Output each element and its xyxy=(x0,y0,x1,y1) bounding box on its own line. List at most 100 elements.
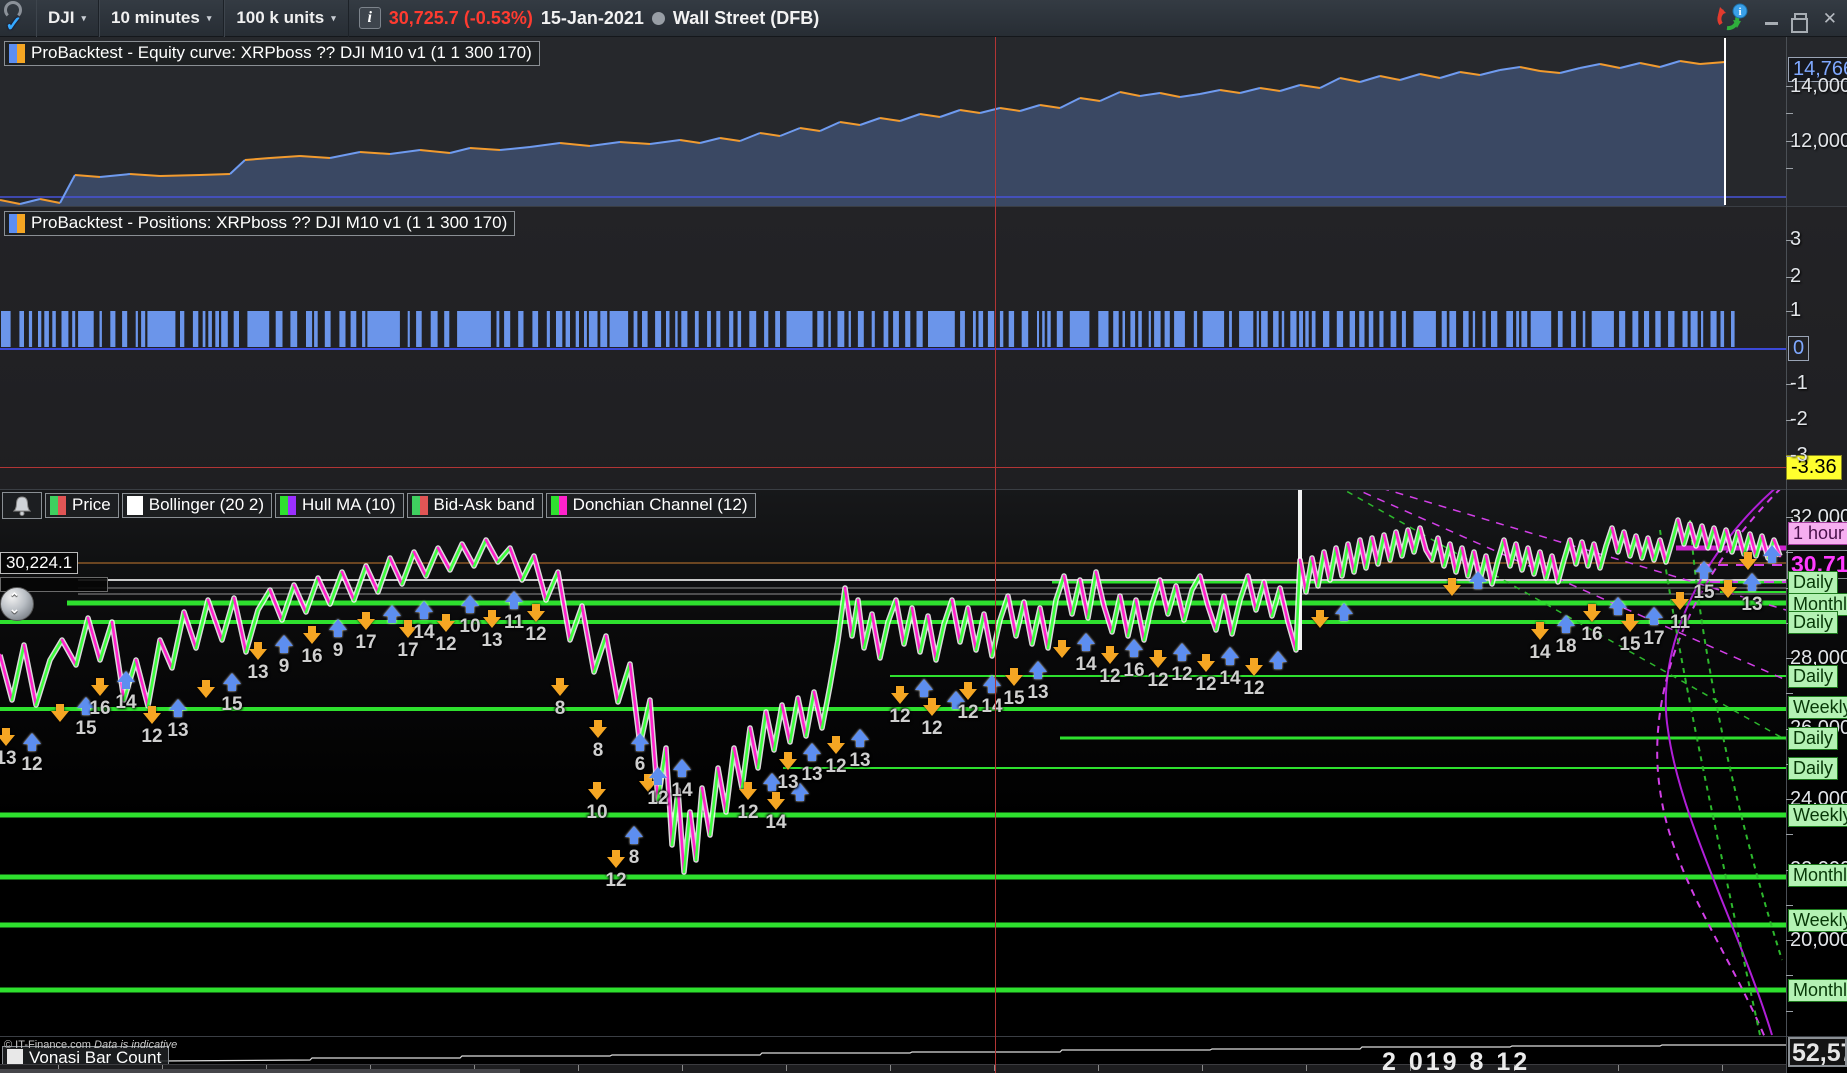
bar-count-number: 13 xyxy=(849,750,871,771)
legend-chip-bid-ask-band[interactable]: Bid-Ask band xyxy=(406,493,543,518)
time-axis-tick xyxy=(786,1065,787,1071)
trade-arrow-up-icon xyxy=(1029,661,1047,680)
trade-arrow-down-icon xyxy=(1621,613,1639,632)
trade-arrow-down-icon xyxy=(1245,657,1263,676)
legend-chip-price[interactable]: Price xyxy=(45,493,119,518)
positions-axis-tick xyxy=(1786,420,1793,421)
trade-arrow-down-icon xyxy=(1531,621,1549,640)
positions-axis-label: 3 xyxy=(1790,228,1802,250)
equity-panel-title[interactable]: ProBacktest - Equity curve: XRPboss ?? D… xyxy=(4,41,540,66)
svg-text:i: i xyxy=(1738,6,1741,18)
bar-count-number: 15 xyxy=(221,694,243,715)
bar-count-number: 12 xyxy=(605,870,627,891)
price-level-label[interactable]: 30,224.1 xyxy=(0,552,79,574)
bar-count-number: 10 xyxy=(459,616,481,637)
price-axis-badge-weekly: Weekly xyxy=(1788,804,1847,827)
positions-axis-label: 2 xyxy=(1790,265,1802,287)
legend-label: Price xyxy=(72,495,111,514)
price-axis-badge-daily: Daily xyxy=(1788,611,1839,634)
legend-label: Hull MA (10) xyxy=(302,495,396,514)
trade-arrow-down-icon xyxy=(891,685,909,704)
bar-count-value-box: 52,57 xyxy=(1788,1037,1847,1067)
bar-count-number: 12 xyxy=(647,788,669,809)
bar-count-number: 6 xyxy=(634,754,646,775)
panel-divider[interactable] xyxy=(0,206,1847,207)
trade-arrow-down-icon xyxy=(399,619,417,638)
trade-arrow-down-icon xyxy=(639,773,657,792)
trade-arrow-down-icon xyxy=(588,781,606,800)
close-button-icon[interactable]: ✕ xyxy=(1822,8,1837,28)
trade-arrow-down-icon xyxy=(739,781,757,800)
price-axis-badge-1-hour: 1 hour xyxy=(1788,522,1847,545)
price-axis-badge-weekly: Weekly xyxy=(1788,696,1847,719)
positions-panel-title[interactable]: ProBacktest - Positions: XRPboss ?? DJI … xyxy=(4,211,516,236)
trade-arrow-down-icon xyxy=(249,641,267,660)
probacktest-icon xyxy=(9,213,25,233)
positions-cursor-value: -3.36 xyxy=(1786,455,1842,480)
trade-arrow-up-icon xyxy=(1469,571,1487,590)
indicator-legend: Price Bollinger (20 2) Hull MA (10) Bid-Ask… xyxy=(2,492,756,519)
bar-count-number: 12 xyxy=(889,706,911,727)
panel-divider[interactable] xyxy=(0,1036,1847,1037)
copyright-note: © IT-Finance.com Data is indicative xyxy=(4,1039,177,1051)
alert-bell-chip[interactable] xyxy=(2,492,42,519)
trade-arrow-down-icon xyxy=(923,697,941,716)
bar-count-number: 12 xyxy=(525,624,547,645)
legend-chip-donchian-channel-12-[interactable]: Donchian Channel (12) xyxy=(545,493,756,518)
trade-arrow-up-icon xyxy=(1645,607,1663,626)
trade-arrow-up-icon xyxy=(1173,643,1191,662)
collapse-handle-sphere-icon[interactable]: ⌃ ⌄ xyxy=(0,587,34,627)
price-axis-label: 20,000 xyxy=(1790,929,1847,951)
legend-chip-hull-ma-10-[interactable]: Hull MA (10) xyxy=(275,493,404,518)
trade-arrow-up-icon xyxy=(915,679,933,698)
bar-count-number: 13 xyxy=(247,662,269,683)
price-level-label-secondary[interactable] xyxy=(0,577,108,592)
positions-axis-tick xyxy=(1786,384,1793,385)
bar-count-number: 14 xyxy=(115,692,137,713)
bar-count-number: 17 xyxy=(397,640,419,661)
units-dropdown[interactable]: 100 k units ▾ xyxy=(224,0,349,37)
instrument-dropdown[interactable]: DJI ▾ xyxy=(36,0,99,37)
price-axis-tick xyxy=(1786,834,1793,835)
bar-count-number: 13 xyxy=(0,748,17,769)
trade-arrow-up-icon xyxy=(791,783,809,802)
trade-arrow-down-icon xyxy=(91,677,109,696)
chevron-down-icon: ▾ xyxy=(81,12,86,23)
timeframe-dropdown[interactable]: 10 minutes ▾ xyxy=(99,0,225,37)
legend-chip-bollinger-20-2-[interactable]: Bollinger (20 2) xyxy=(121,493,273,518)
market-status-icon xyxy=(651,11,665,25)
trade-arrow-up-icon xyxy=(117,671,135,690)
units-label: 100 k units xyxy=(236,8,325,27)
positions-axis-label: -2 xyxy=(1790,408,1808,430)
minimize-button-icon[interactable] xyxy=(1764,21,1778,25)
trade-arrow-up-icon xyxy=(329,619,347,638)
time-axis-tick xyxy=(1618,1065,1619,1071)
equity-axis-tick xyxy=(1786,113,1793,114)
bar-count-number: 12 xyxy=(435,634,457,655)
equity-curve-chart xyxy=(0,60,1786,207)
trade-arrow-down-icon xyxy=(357,611,375,630)
restore-button-icon[interactable] xyxy=(1790,12,1808,33)
bar-count-number: 8 xyxy=(554,698,566,719)
bar-count-number: 11 xyxy=(503,612,525,633)
trade-arrow-down-icon xyxy=(143,705,161,724)
info-icon[interactable]: i xyxy=(358,7,381,29)
panel-divider[interactable] xyxy=(0,489,1847,490)
price-axis-tick xyxy=(1786,658,1793,659)
bar-count-number: 10 xyxy=(586,802,608,823)
indicator-swatch xyxy=(50,495,66,515)
time-axis[interactable] xyxy=(0,1064,1786,1073)
legend-label: Donchian Channel (12) xyxy=(572,495,748,514)
bar-count-number: 12 xyxy=(21,754,43,775)
trade-arrow-down-icon xyxy=(0,727,15,746)
equity-axis-label: 12,000 xyxy=(1790,130,1847,152)
trade-arrow-down-icon xyxy=(959,681,977,700)
price-axis-badge-monthly: Monthly xyxy=(1788,593,1847,616)
refresh-icon[interactable]: i xyxy=(1715,3,1749,33)
time-axis-tick xyxy=(474,1065,475,1071)
horizontal-scrollbar-thumb[interactable] xyxy=(0,1069,520,1073)
bar-count-number: 9 xyxy=(332,640,344,661)
bar-count-number: 16 xyxy=(1581,624,1603,645)
bar-count-number: 14 xyxy=(981,696,1003,717)
